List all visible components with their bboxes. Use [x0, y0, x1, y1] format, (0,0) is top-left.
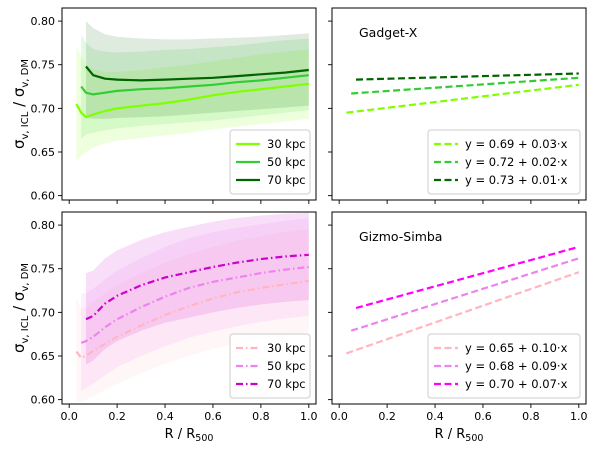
plot-area	[346, 72, 579, 114]
series-line-y-0-69-0-03-x	[346, 83, 579, 114]
band-70-kpc	[86, 21, 309, 119]
axes-frame	[331, 7, 587, 201]
axes-frame	[331, 211, 587, 405]
series-line-50-kpc	[80, 74, 309, 96]
x-tick-label: 0.2	[108, 410, 126, 423]
series-line-30-kpc	[75, 82, 309, 119]
series-line-50-kpc	[80, 265, 309, 344]
plot-area	[346, 245, 580, 355]
y-tick-label: 0.75	[31, 59, 56, 72]
series-line-y-0-72-0-02-x	[351, 76, 579, 95]
x-tick-label: 0.0	[330, 410, 348, 423]
y-axis-label: σv, ICL / σv, DM	[10, 263, 31, 353]
y-axis-label: σv, ICL / σv, DM	[10, 59, 31, 149]
x-tick-label: 1.0	[300, 410, 318, 423]
axes-frame	[61, 211, 317, 405]
band-70-kpc	[86, 212, 309, 365]
legend-label-y-0-68-0-09-x: y = 0.68 + 0.09·x	[465, 359, 568, 373]
x-axis-label: R / R500	[165, 427, 214, 444]
legend-label-50-kpc: 50 kpc	[267, 155, 306, 169]
y-tick-label: 0.80	[31, 15, 56, 28]
y-tick-label: 0.60	[31, 190, 56, 203]
legend-label-y-0-73-0-01-x: y = 0.73 + 0.01·x	[465, 173, 568, 187]
legend: y = 0.65 + 0.10·x y = 0.68 + 0.09·x y = 0.…	[427, 333, 581, 399]
x-tick-label: 0.0	[60, 410, 78, 423]
band-30-kpc	[76, 228, 309, 402]
legend-label-70-kpc: 70 kpc	[267, 173, 306, 187]
x-tick-label: 0.6	[204, 410, 222, 423]
y-tick-label: 0.70	[31, 102, 56, 115]
x-tick-label: 0.8	[522, 410, 540, 423]
plot-area	[75, 212, 309, 402]
x-axis-label: R / R500	[435, 427, 484, 444]
x-tick-label: 1.0	[570, 410, 588, 423]
legend: 30 kpc 50 kpc 70 kpc	[229, 129, 311, 195]
series-line-30-kpc	[75, 279, 309, 359]
legend-label-y-0-69-0-03-x: y = 0.69 + 0.03·x	[465, 137, 568, 151]
y-tick-label: 0.70	[31, 306, 56, 319]
y-tick-label: 0.65	[31, 350, 56, 363]
legend-frame	[229, 129, 311, 195]
legend-label-70-kpc: 70 kpc	[267, 377, 306, 391]
legend-label-y-0-72-0-02-x: y = 0.72 + 0.02·x	[465, 155, 568, 169]
legend-frame	[427, 333, 581, 399]
x-tick-label: 0.8	[252, 410, 270, 423]
series-line-70-kpc	[85, 253, 309, 321]
panel-top-left: 0.60 0.65 0.70 0.75 0.80 σv, ICL / σv, DM 30 k…	[10, 7, 317, 204]
panel-top-right: Gadget-X y = 0.69 + 0.03·x y = 0.72 + 0.02…	[328, 7, 587, 204]
series-line-y-0-70-0-07-x	[355, 245, 580, 310]
panel-title: Gizmo-Simba	[359, 229, 442, 244]
legend: y = 0.69 + 0.03·x y = 0.72 + 0.02·x y = 0.…	[427, 129, 581, 195]
legend-label-30-kpc: 30 kpc	[267, 137, 306, 151]
y-tick-label: 0.80	[31, 219, 56, 232]
x-tick-label: 0.4	[156, 410, 174, 423]
y-tick-label: 0.60	[31, 394, 56, 407]
legend-label-30-kpc: 30 kpc	[267, 341, 306, 355]
x-tick-label: 0.4	[426, 410, 444, 423]
legend-label-y-0-65-0-10-x: y = 0.65 + 0.10·x	[465, 341, 568, 355]
legend: 30 kpc 50 kpc 70 kpc	[229, 333, 311, 399]
series-line-y-0-65-0-10-x	[346, 271, 580, 355]
y-tick-label: 0.65	[31, 146, 56, 159]
panel-bottom-left: 0.0 0.2 0.4 0.6 0.8 1.0 0.60 0.65 0.70 0.75 0.80 σv…	[10, 211, 318, 444]
series-line-y-0-68-0-09-x	[350, 257, 580, 332]
legend-frame	[229, 333, 311, 399]
x-tick-label: 0.2	[378, 410, 396, 423]
legend-label-50-kpc: 50 kpc	[267, 359, 306, 373]
series-line-70-kpc	[85, 65, 309, 82]
panel-title: Gadget-X	[359, 25, 418, 40]
legend-frame	[427, 129, 581, 195]
panel-bottom-right: 0.0 0.2 0.4 0.6 0.8 1.0 Gizmo-Simba R / R500 y =…	[328, 211, 588, 444]
x-tick-label: 0.6	[474, 410, 492, 423]
legend-label-y-0-70-0-07-x: y = 0.70 + 0.07·x	[465, 377, 568, 391]
axes-frame	[61, 7, 317, 201]
series-line-y-0-73-0-01-x	[355, 72, 579, 81]
plot-area	[75, 21, 309, 161]
y-tick-label: 0.75	[31, 263, 56, 276]
